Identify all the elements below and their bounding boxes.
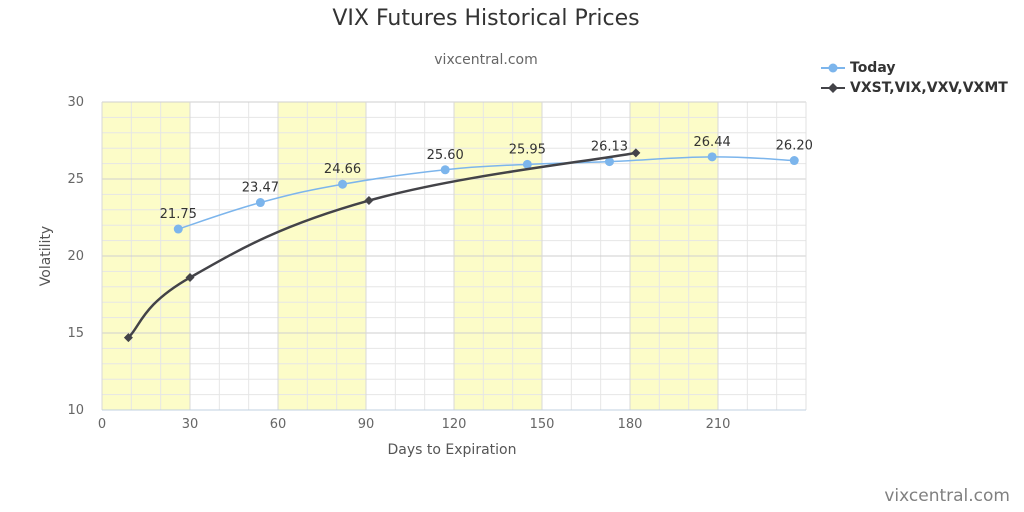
data-label: 25.95: [509, 142, 546, 157]
legend-label: Today: [850, 60, 896, 76]
diamond-marker-icon: [821, 83, 845, 93]
legend-label: VXST,VIX,VXV,VXMT: [850, 80, 1008, 96]
x-tick-label: 120: [442, 417, 467, 432]
x-tick-label: 30: [182, 417, 199, 432]
y-tick-label: 25: [67, 172, 84, 187]
y-tick-label: 30: [67, 95, 84, 110]
x-tick-label: 150: [530, 417, 555, 432]
data-label: 26.13: [591, 140, 628, 155]
series-line: [127, 151, 637, 339]
data-point: [789, 156, 799, 166]
x-tick-label: 90: [358, 417, 375, 432]
watermark: vixcentral.com: [884, 486, 1010, 506]
data-point: [173, 224, 183, 234]
chart-subtitle: vixcentral.com: [434, 52, 538, 68]
data-point: [604, 157, 614, 167]
chart-legend: Today VXST,VIX,VXV,VXMT: [820, 58, 1008, 98]
data-point: [522, 159, 532, 169]
data-point: [338, 179, 348, 189]
data-label: 21.75: [160, 207, 197, 222]
data-point: [255, 198, 265, 208]
data-label: 24.66: [324, 162, 361, 177]
series-line: [178, 156, 795, 230]
data-label: 26.20: [776, 139, 813, 154]
data-point: [707, 152, 717, 162]
x-tick-label: 180: [618, 417, 643, 432]
x-tick-label: 210: [706, 417, 731, 432]
legend-item-term[interactable]: VXST,VIX,VXV,VXMT: [820, 78, 1008, 98]
y-tick-label: 20: [67, 249, 84, 264]
y-tick-label: 15: [67, 326, 84, 341]
legend-item-today[interactable]: Today: [820, 58, 1008, 78]
circle-marker-icon: [821, 63, 845, 73]
data-point: [364, 196, 374, 206]
data-point: [185, 273, 195, 283]
chart-title: VIX Futures Historical Prices: [332, 6, 640, 31]
x-tick-label: 0: [98, 417, 106, 432]
x-axis-title: Days to Expiration: [388, 442, 517, 458]
data-label: 26.44: [694, 135, 731, 150]
y-axis-title: Volatility: [38, 226, 54, 286]
y-tick-label: 10: [67, 403, 84, 418]
data-point: [123, 333, 133, 343]
data-point: [440, 165, 450, 175]
x-tick-label: 60: [270, 417, 287, 432]
data-point: [631, 148, 641, 158]
data-label: 23.47: [242, 181, 279, 196]
data-label: 25.60: [427, 148, 464, 163]
